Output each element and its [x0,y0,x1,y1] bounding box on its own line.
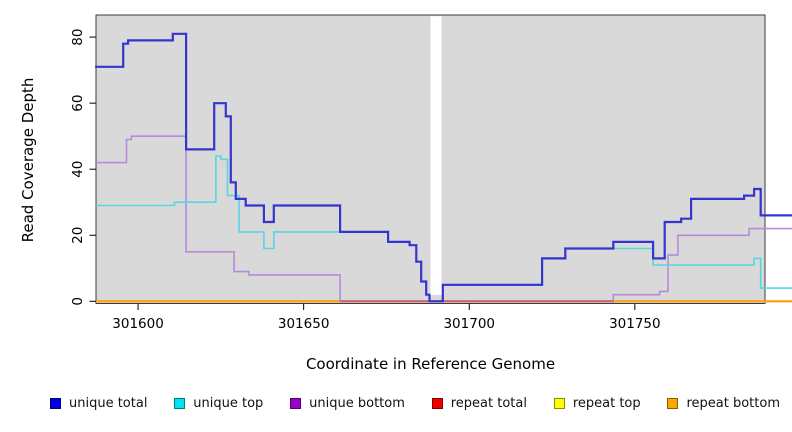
legend-marker-icon [553,398,565,409]
x-axis-tick-label: 301650 [278,316,330,332]
legend-label: repeat bottom [686,396,780,411]
x-axis-tick-label: 301750 [609,316,661,332]
legend-marker-icon [431,398,443,409]
plot-area [95,14,766,304]
y-axis-tick-label: 60 [70,95,86,112]
legend-label: unique total [69,396,148,411]
legend-marker-icon [50,398,61,409]
series-line-unique-total [95,32,792,303]
legend-item-unique-top: unique top [174,396,263,411]
legend-item-repeat-total: repeat total [431,396,527,411]
legend-label: unique top [193,396,264,411]
y-axis-title: Read Coverage Depth [19,77,37,243]
y-axis-tick-label: 80 [70,29,86,46]
y-axis-tick-label: 0 [70,297,86,306]
legend-item-repeat-bottom: repeat bottom [667,396,780,411]
x-axis-tick-label: 301700 [443,316,495,332]
legend-label: unique bottom [309,396,405,411]
legend-label: repeat top [572,396,641,411]
legend-marker-icon [667,398,679,409]
legend-marker-icon [174,398,186,409]
legend-label: repeat total [450,396,527,411]
legend-item-unique-bottom: unique bottom [290,396,405,411]
legend-item-repeat-top: repeat top [553,396,641,411]
x-axis-tick-label: 301600 [112,316,164,332]
y-axis-tick-label: 40 [70,161,86,178]
series-line-unique-bottom [95,135,792,303]
legend-marker-icon [290,398,302,409]
x-axis-title: Coordinate in Reference Genome [305,355,556,373]
legend-item-unique-total: unique total [50,396,147,411]
no-data-gap-band [430,16,442,295]
y-axis-tick-label: 20 [70,227,86,244]
chart-legend: unique total unique top unique bottom repea… [0,396,792,411]
